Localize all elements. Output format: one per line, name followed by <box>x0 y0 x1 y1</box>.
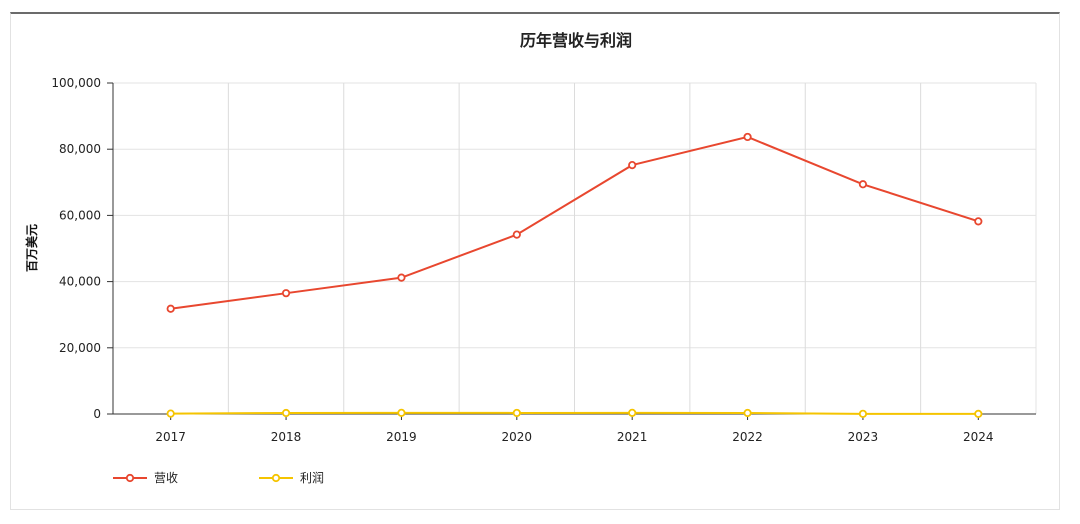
data-point[interactable] <box>397 408 406 417</box>
data-point[interactable] <box>628 408 637 417</box>
data-point[interactable] <box>974 217 983 226</box>
y-tick-label: 100,000 <box>51 76 101 90</box>
series-line-0 <box>170 135 979 310</box>
y-tick-label: 0 <box>93 407 101 421</box>
data-point[interactable] <box>512 230 521 239</box>
x-tick-label: 2024 <box>963 430 994 444</box>
axes <box>107 82 1036 420</box>
x-tick-label: 2021 <box>617 430 648 444</box>
x-tick-label: 2023 <box>848 430 879 444</box>
series-group <box>166 132 983 418</box>
data-point[interactable] <box>397 273 406 282</box>
x-tick-labels: 2017 2018 2019 2020 2021 2022 2023 2024 <box>155 430 993 444</box>
legend-label: 营收 <box>154 471 178 485</box>
y-tick-label: 80,000 <box>59 142 101 156</box>
x-tick-label: 2020 <box>502 430 533 444</box>
data-point[interactable] <box>858 180 868 189</box>
data-point[interactable] <box>743 132 752 142</box>
x-tick-label: 2018 <box>271 430 302 444</box>
data-point[interactable] <box>166 304 175 313</box>
y-tick-label: 60,000 <box>59 208 101 222</box>
y-tick-label: 40,000 <box>59 275 101 289</box>
x-tick-label: 2019 <box>386 430 417 444</box>
data-point[interactable] <box>974 409 983 418</box>
legend-item-1[interactable]: 利润 <box>259 471 324 485</box>
data-point[interactable] <box>628 160 637 170</box>
data-point[interactable] <box>512 408 521 418</box>
data-point[interactable] <box>858 409 868 418</box>
grid-lines <box>113 82 1037 414</box>
data-point[interactable] <box>166 409 175 418</box>
x-tick-label: 2017 <box>155 430 186 444</box>
chart-title: 历年营收与利润 <box>520 31 632 50</box>
data-point[interactable] <box>281 408 291 418</box>
y-tick-labels: 0 20,000 40,000 60,000 80,000 100,000 <box>51 76 101 421</box>
legend-swatch-marker <box>271 473 281 483</box>
chart-card <box>10 12 1060 510</box>
legend-item-0[interactable]: 营收 <box>113 471 178 485</box>
y-tick-label: 20,000 <box>59 341 101 355</box>
data-point[interactable] <box>743 408 752 418</box>
legend: 营收 利润 <box>113 471 324 485</box>
x-tick-label: 2022 <box>732 430 763 444</box>
legend-label: 利润 <box>300 471 324 485</box>
data-point[interactable] <box>281 289 291 298</box>
series-line-1 <box>170 411 979 415</box>
y-axis-label: 百万美元 <box>24 224 39 272</box>
legend-swatch-marker <box>125 473 135 483</box>
